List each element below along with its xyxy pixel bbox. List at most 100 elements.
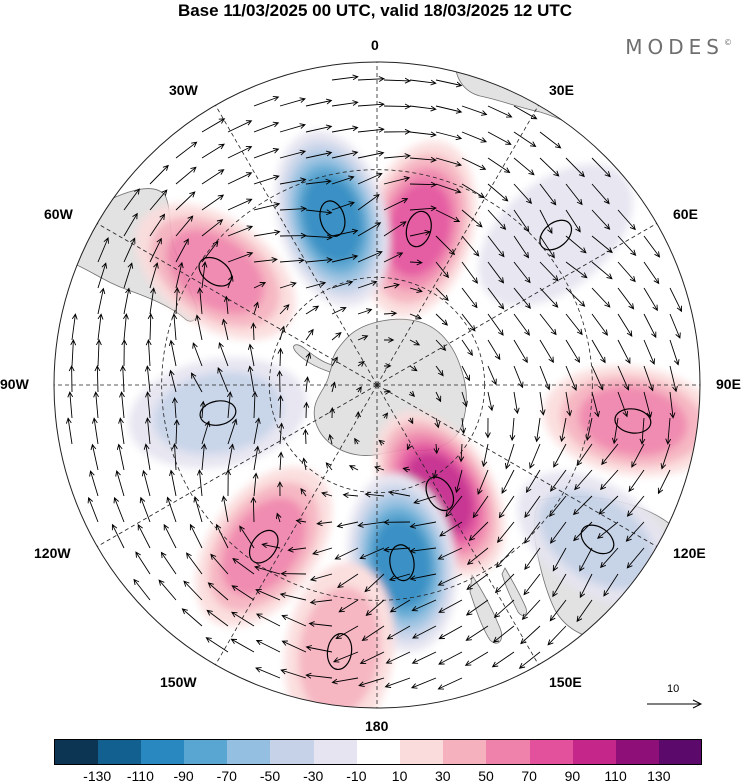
wind-vector-316 [657,469,671,495]
wind-vector-255 [303,401,310,419]
wind-vector-283 [406,443,413,451]
wind-vector-388 [280,570,307,577]
wind-vector-133 [227,275,234,289]
wind-vector-139 [383,282,400,289]
wind-vector-115 [331,254,359,263]
lon-label-90e: 90E [716,376,741,392]
wind-vector-374 [437,547,463,560]
wind-vector-45 [565,157,585,178]
wind-vector-166 [487,313,504,336]
wind-vector-436 [255,639,281,653]
wind-vector-66 [149,189,168,211]
wind-vector-405 [231,585,255,601]
wind-vector-13 [461,105,488,116]
wind-vector-56 [383,176,411,185]
colorbar-segment-8 [399,739,444,765]
wind-vector-348 [316,520,333,527]
wind-vector-317 [89,470,99,497]
colorbar-segment-10 [486,739,530,765]
wind-vector-76 [409,205,437,212]
wind-vector-121 [487,261,505,284]
wind-vector-186 [384,337,395,343]
wind-vector-75 [383,198,409,211]
wind-vector-293 [660,443,671,470]
wind-vector-425 [335,625,359,639]
wind-vector-279 [302,428,309,445]
wind-vector-310 [501,469,515,494]
wind-vector-439 [332,651,359,663]
anomaly-contour-8-1 [153,371,283,455]
wind-vector-142 [461,287,478,309]
wind-vector-378 [552,547,567,572]
wind-vector-324 [277,481,283,497]
wind-vector-197 [669,339,680,366]
wind-vector-151 [97,287,106,315]
wind-vector-390 [337,573,359,588]
lon-label-60w: 60W [44,206,73,222]
anomaly-contour-1-4 [301,174,363,263]
antarctic-peninsula-land [293,344,333,373]
wind-vector-192 [539,339,554,364]
wind-vector-80 [513,209,530,233]
wind-vector-111 [227,251,254,263]
wind-vector-237 [461,391,468,408]
wind-vector-147 [591,287,611,308]
meridian-1 [376,105,539,386]
wind-vector-117 [383,252,404,263]
wind-vector-303 [325,462,333,471]
wind-vector-247 [93,391,99,419]
wind-vector-234 [383,388,391,395]
wind-vector-114 [305,257,333,263]
contour-line-3 [614,408,652,434]
wind-vector-402 [158,579,177,601]
meridian-10 [97,223,378,386]
wind-vector-40 [435,157,462,167]
wind-vector-273 [144,417,151,445]
wind-vector-204 [218,341,229,367]
wind-vector-356 [524,521,541,544]
wind-vector-413 [438,599,463,613]
wind-vector-64 [591,183,610,205]
colorbar-tick-label-6: -10 [346,768,367,784]
wind-vector-74 [357,194,380,211]
wind-vector-424 [308,621,333,627]
wind-vector-235 [408,390,416,398]
wind-vector-295 [116,443,125,471]
wind-vector-60 [487,183,509,202]
wind-vector-417 [549,599,567,622]
brand-name: MODES [625,35,724,59]
wind-vector-211 [409,365,418,372]
wind-vector-10 [383,103,412,110]
wind-vector-375 [466,547,489,565]
wind-vector-372 [383,546,411,553]
anomaly-contour-2-2 [166,229,265,314]
wind-vector-294 [90,443,99,471]
wind-vector-410 [365,599,385,616]
wind-vector-88 [201,219,224,237]
wind-vector-245 [669,391,676,419]
brand-logo: MODES© [625,35,732,59]
anomaly-contour-6-2 [221,497,306,596]
wind-vector-394 [437,573,463,586]
wind-vector-118 [409,259,423,266]
contour-line-1 [319,200,346,237]
wind-vector-23 [383,128,412,135]
wind-vector-71 [279,205,308,212]
wind-vector-285 [458,443,465,463]
wind-vector-193 [565,339,581,364]
wind-vector-233 [356,386,362,393]
wind-vector-366 [239,525,255,549]
wind-vector-89 [227,225,254,237]
wind-vector-248 [119,391,125,419]
wind-vector-176 [123,313,129,341]
wind-vector-31 [201,143,225,159]
meridian-2 [376,223,657,386]
wind-vector-171 [617,313,633,337]
wind-vector-342 [166,496,177,523]
wind-vector-323 [252,472,259,497]
wind-vector-361 [111,523,125,549]
wind-vector-154 [174,286,180,315]
wind-vector-380 [600,547,619,569]
wind-vector-79 [487,209,507,231]
wind-vector-434 [205,637,229,653]
